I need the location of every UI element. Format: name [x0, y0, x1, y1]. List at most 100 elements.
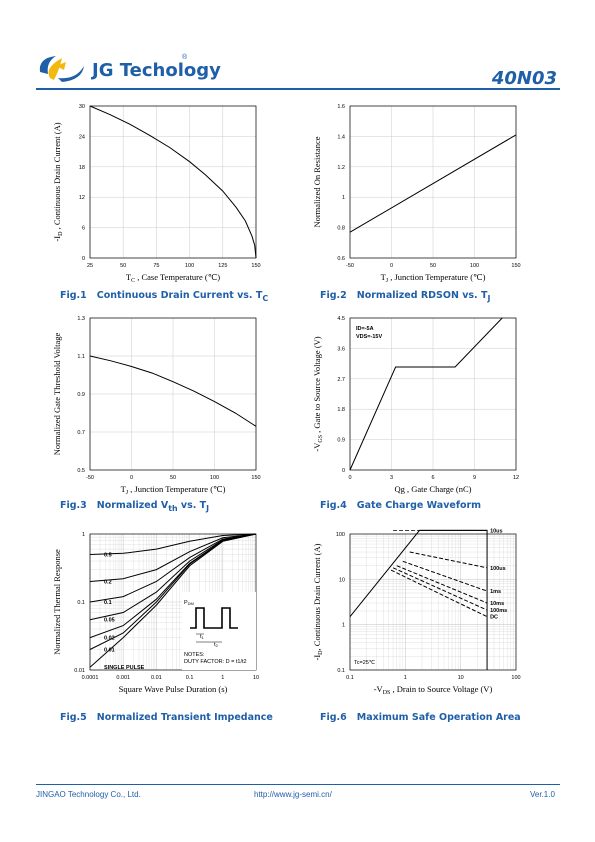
x-tick-label: 0.01: [151, 675, 162, 681]
x-axis-label-tail: , Junction Temperature (℃): [128, 484, 225, 494]
inset-t1-sub: 1: [202, 635, 205, 640]
chart-gate-charge: 0 3 6 9 12 0 0.9 1.8 2.7 3.6 4.5 Qg , Gate Charge (…: [312, 316, 519, 494]
x-tick-label: 9: [473, 475, 476, 481]
y-axis-label: -VGS , Gate to Source Voltage (V): [312, 336, 324, 451]
x-tick-label: 50: [120, 263, 126, 269]
x-tick-label: 0.0001: [82, 675, 99, 681]
fig2-caption: Fig.2 Normalized RDSON vs. TJ: [320, 290, 491, 303]
chart-transient-impedance: 0.0001 0.001 0.01 0.1 1 10 0.01 0.1 1 Square Wave…: [52, 532, 259, 694]
y-axis-label-sub: GS: [318, 435, 324, 443]
x-tick-label: 100: [470, 263, 479, 269]
x-axis-label-main: -V: [374, 684, 384, 694]
series-line-0: [89, 533, 257, 555]
x-tick-label: 150: [251, 475, 260, 481]
chart-vth-vs-tj: -50 0 50 100 150 0.5 0.7 0.9 1.1 1.3 TJ , Junction…: [52, 316, 261, 496]
x-axis-label: TC , Case Temperature (℃): [126, 272, 220, 284]
x-axis-label-tail: , Drain to Source Voltage (V): [390, 684, 492, 694]
chart-annotation: Tc=25℃: [354, 660, 376, 666]
series-line-0: [349, 134, 517, 233]
y-axis-label-tail: , Continuous Drain Current (A): [52, 122, 62, 231]
y-axis-label-sub: D: [318, 650, 324, 655]
y-tick-label: 1.8: [337, 407, 345, 413]
footer-url[interactable]: http://www.jg-semi.cn/: [254, 790, 332, 799]
series-label: 100us: [490, 566, 506, 572]
series-label: 10us: [490, 528, 503, 534]
y-tick-label: 1.6: [337, 104, 345, 110]
chart-annotation: ID=-5A: [356, 326, 374, 332]
x-tick-label: -50: [346, 263, 354, 269]
x-axis-label: Qg , Gate Charge (nC): [394, 484, 471, 494]
series-label: 0.2: [104, 580, 112, 586]
fig6-caption: Fig.6 Maximum Safe Operation Area: [320, 712, 521, 723]
y-axis-label-main: -I: [52, 236, 62, 242]
x-axis-label-main: Square Wave Pulse Duration (s): [119, 684, 228, 694]
x-axis-label: -VDS , Drain to Source Voltage (V): [374, 684, 493, 696]
y-tick-label: 1: [342, 195, 345, 201]
series-line-3: [396, 565, 488, 604]
y-axis-label-tail: , Gate to Source Voltage (V): [312, 336, 322, 435]
fig3-caption: Fig.3 Normalized Vth vs. TJ: [60, 500, 210, 513]
x-tick-label: 125: [218, 263, 227, 269]
inset-background: [182, 592, 256, 670]
x-tick-label: 100: [511, 675, 520, 681]
inset-duty: DUTY FACTOR: D = t1/t2: [184, 659, 247, 665]
brand-logo-icon: [39, 56, 84, 82]
series-label: 0.5: [104, 552, 112, 558]
header-divider: [36, 88, 560, 90]
x-tick-label: 3: [390, 475, 393, 481]
x-tick-label: 50: [170, 475, 176, 481]
y-tick-label: 6: [82, 226, 85, 232]
y-tick-label: 0.01: [74, 668, 85, 674]
x-tick-label: 50: [430, 263, 436, 269]
chart-drain-current-vs-tc: 25 50 75 100 125 150 0 6 12 18 24 30 TC , Case Tempe…: [52, 104, 261, 284]
fig5-caption: Fig.5 Normalized Transient Impedance: [60, 712, 273, 723]
y-tick-label: 1.4: [337, 134, 345, 140]
x-tick-label: 0: [390, 263, 393, 269]
plot-frame: [89, 317, 257, 471]
y-axis-label-main: Normalized Thermal Response: [52, 549, 62, 655]
x-tick-label: 10: [253, 675, 259, 681]
inset-pdm: PDM: [184, 600, 194, 606]
x-tick-label: 25: [87, 263, 93, 269]
x-axis-label: TJ , Junction Temperature (℃): [381, 272, 486, 284]
soa-boundary-line: [349, 529, 488, 670]
x-axis-label: Square Wave Pulse Duration (s): [119, 684, 228, 694]
y-tick-label: 100: [336, 532, 345, 538]
series-label: 1ms: [490, 589, 501, 595]
series-label: DC: [490, 615, 498, 621]
x-tick-label: 0: [130, 475, 133, 481]
y-tick-label: 0.1: [337, 668, 345, 674]
y-tick-label: 0.6: [337, 256, 345, 262]
y-tick-label: 18: [79, 165, 85, 171]
x-tick-label: 150: [511, 263, 520, 269]
plot-frame: [89, 105, 257, 259]
series-line-0: [89, 355, 257, 427]
series-line-2: [402, 560, 488, 592]
footer-company: JINGAO Technology Co., Ltd.: [36, 790, 141, 799]
y-tick-label: 0.7: [77, 430, 85, 436]
x-tick-label: 150: [251, 263, 260, 269]
x-tick-label: 100: [185, 263, 194, 269]
y-axis-label: -ID, Continuous Drain Current (A): [312, 543, 324, 660]
x-axis-label-sub: C: [131, 278, 135, 284]
series-label: 100ms: [490, 608, 507, 614]
inset-t2-sub: 2: [216, 643, 219, 648]
y-tick-label: 24: [79, 134, 85, 140]
y-tick-label: 12: [79, 195, 85, 201]
y-axis-label: Normalized On Resistance: [312, 136, 322, 227]
plot-frame: [349, 317, 517, 471]
inset-notes: NOTES:: [184, 652, 205, 658]
series-label: 10ms: [490, 601, 504, 607]
plot-frame: [349, 533, 517, 671]
y-tick-label: 2.7: [337, 377, 345, 383]
y-tick-label: 0.5: [77, 468, 85, 474]
series-line-4: [392, 567, 488, 611]
y-tick-label: 0: [342, 468, 345, 474]
y-tick-label: 0.8: [337, 226, 345, 232]
y-axis-label-main: Normalized On Resistance: [312, 136, 322, 227]
series-line-0: [89, 105, 257, 259]
x-axis-label-sub: J: [386, 278, 389, 284]
x-tick-label: 10: [458, 675, 464, 681]
y-tick-label: 1.1: [77, 354, 85, 360]
